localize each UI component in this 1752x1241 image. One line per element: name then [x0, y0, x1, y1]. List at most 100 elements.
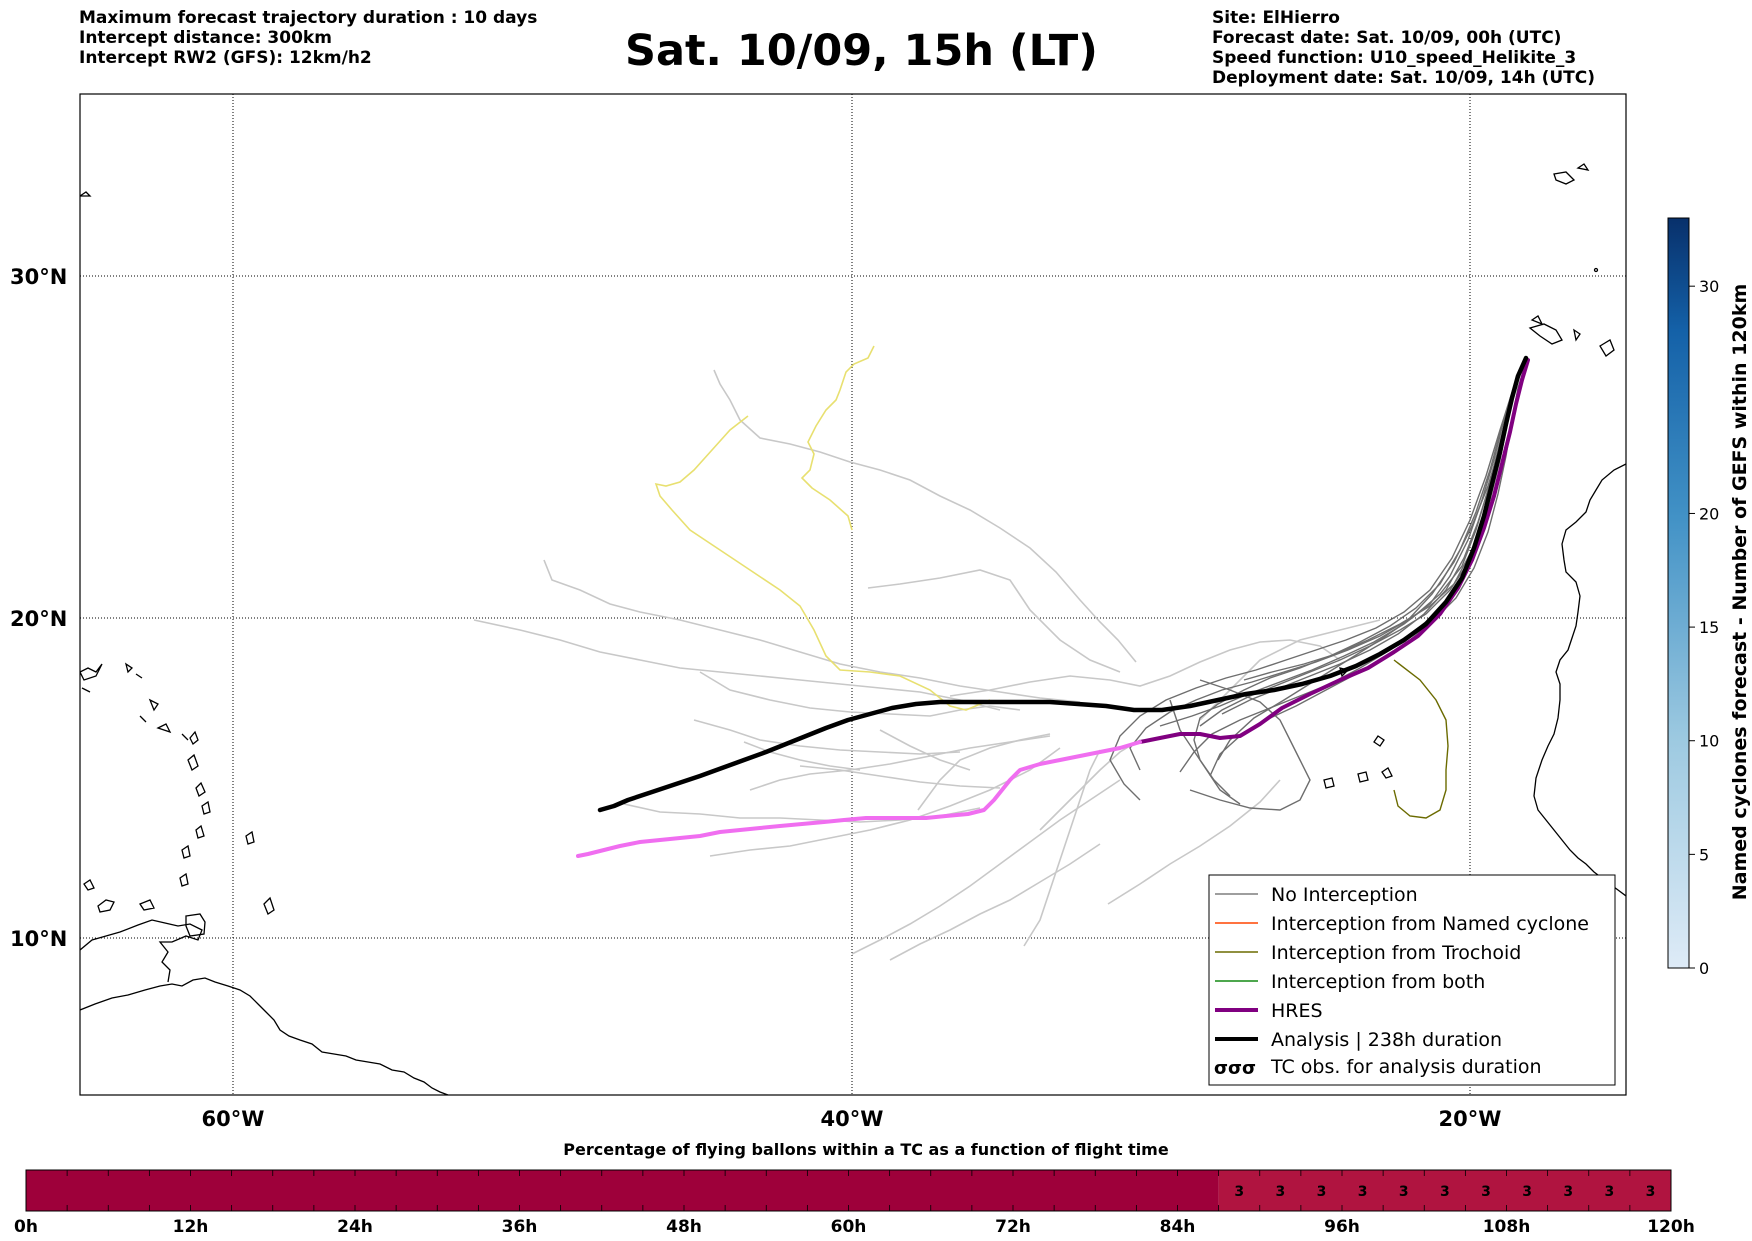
canary-islands	[1528, 315, 1615, 357]
analysis-thick-line	[86, 358, 1526, 834]
flight-bar-cell-label: 3	[1563, 1184, 1573, 1200]
flight-bar-frame	[25, 1169, 1672, 1212]
colorbar-tick-label-1: 5	[1699, 845, 1709, 864]
colorbar-tick-label-3: 15	[1699, 618, 1719, 637]
flight-time-bar: Percentage of flying ballons within a TC…	[14, 1140, 1695, 1237]
analysis-trajectory-shown	[86, 358, 1526, 834]
map-frame	[79, 93, 1627, 1096]
flight-bar-axis-label-3: 36h	[502, 1217, 538, 1237]
analysis-trajectory-black	[86, 358, 1526, 834]
hres-trajectory	[1138, 358, 1530, 744]
flight-bar-cell-label: 3	[1604, 1184, 1614, 1200]
cape-verde-islands	[1323, 667, 1393, 789]
analysis-displayed	[86, 358, 1526, 834]
analysis-main	[86, 358, 1526, 834]
antilles-islands	[83, 730, 275, 915]
analysis-trajectory-drawn	[86, 358, 1526, 834]
south-america-coast	[80, 977, 449, 1095]
legend-label-3: Interception from both	[1271, 971, 1485, 993]
flight-bar-cell-label: 3	[1275, 1184, 1285, 1200]
colorbar-tick-label-0: 0	[1699, 959, 1709, 978]
madeira-islands	[1553, 163, 1590, 185]
analysis-trajectory-tail	[90, 810, 600, 832]
flight-bar-cell-label: 3	[1522, 1184, 1532, 1200]
legend-label-4: HRES	[1271, 1000, 1323, 1022]
legend-label-0: No Interception	[1271, 884, 1418, 906]
flight-bar-axis-label-5: 60h	[831, 1217, 867, 1237]
flight-bar-title: Percentage of flying ballons within a TC…	[563, 1140, 1169, 1159]
colorbar-gradient	[1667, 217, 1690, 969]
flight-bar-cell-label: 3	[1481, 1184, 1491, 1200]
header-info-left: Maximum forecast trajectory duration : 1…	[79, 8, 537, 68]
colorbar: 0 5 10 15 20 30 Named cyclones forecast - Num…	[1667, 217, 1751, 978]
analysis-line	[80, 358, 1526, 830]
flight-bar-axis-label-9: 108h	[1483, 1217, 1531, 1237]
page-title: Sat. 10/09, 15h (LT)	[625, 26, 1098, 76]
legend: No Interception Interception from Named c…	[1208, 874, 1616, 1086]
header-info-right: Site: ElHierro Forecast date: Sat. 10/09…	[1212, 8, 1595, 88]
yellow-trajectories	[654, 345, 991, 711]
analysis	[86, 358, 1526, 834]
header-deployment-date: Deployment date: Sat. 10/09, 14h (UTC)	[1212, 68, 1596, 88]
colorbar-label: Named cyclones forecast - Number of GEFS…	[1729, 284, 1751, 901]
coastlines	[80, 163, 1626, 1095]
flight-bar-cell-label: 3	[1358, 1184, 1368, 1200]
flight-bar-cell-label: 3	[1234, 1184, 1244, 1200]
legend-label-1: Interception from Named cyclone	[1271, 913, 1589, 935]
trinidad-island	[185, 913, 206, 937]
legend-label-5: Analysis | 238h duration	[1271, 1029, 1502, 1051]
tc-obs-symbol: σσσ	[1214, 1058, 1256, 1079]
header-intercept-rw2: Intercept RW2 (GFS): 12km/h2	[79, 48, 372, 68]
flight-bar-cell-label: 3	[1646, 1184, 1656, 1200]
analysis-final	[86, 358, 1526, 834]
header-duration: Maximum forecast trajectory duration : 1…	[79, 8, 538, 28]
west-africa-coast	[1533, 463, 1626, 897]
header-forecast-date: Forecast date: Sat. 10/09, 00h (UTC)	[1212, 28, 1562, 48]
flight-bar-axis-label-1: 12h	[173, 1217, 209, 1237]
lon-label-40w: 40°W	[821, 1107, 884, 1131]
flight-bar-axis-label-7: 84h	[1160, 1217, 1196, 1237]
lat-label-30: 30°N	[10, 265, 67, 289]
lon-label-60w: 60°W	[202, 1107, 265, 1131]
flight-bar-axis-label-8: 96h	[1324, 1217, 1360, 1237]
analysis-trajectory-end	[90, 810, 600, 832]
flight-bar-cell-label: 3	[1317, 1184, 1327, 1200]
analysis-trajectory-final	[597, 355, 1529, 813]
tc-obs-label: TC obs. for analysis duration	[1270, 1056, 1542, 1078]
colorbar-tick-label-5: 30	[1699, 277, 1719, 296]
no-interception-trajectories	[1109, 359, 1527, 811]
flight-bar-axis-label-0: 0h	[14, 1217, 38, 1237]
venezuela-coast	[80, 919, 203, 983]
ensemble-trajectories	[473, 369, 1381, 961]
leeward-islands	[80, 191, 189, 741]
analysis-visible	[86, 358, 1526, 834]
selvagens-islet	[1593, 267, 1599, 273]
header-intercept-distance: Intercept distance: 300km	[79, 28, 332, 48]
lat-label-10: 10°N	[10, 927, 67, 951]
lon-label-20w: 20°W	[1439, 1107, 1502, 1131]
hres-pink-trajectory	[576, 740, 1142, 858]
analysis-stroke	[86, 358, 1526, 834]
legend-box	[1208, 874, 1616, 1086]
trochoid-trajectory	[1393, 659, 1449, 819]
flight-bar-axis-label-10: 120h	[1647, 1217, 1695, 1237]
analysis-real	[86, 358, 1526, 834]
flight-bar-highlight	[1218, 1170, 1671, 1211]
flight-bar-axis-label-4: 48h	[666, 1217, 702, 1237]
analysis-black	[86, 358, 1526, 834]
map: 30°N 20°N 10°N 60°W 40°W 20°W No Interce…	[10, 93, 1627, 1131]
colorbar-tick-label-2: 10	[1699, 732, 1719, 751]
analysis-trajectory-black-thick	[86, 358, 1526, 834]
header-site: Site: ElHierro	[1212, 8, 1340, 28]
analysis-trajectory-line	[86, 358, 1526, 834]
header-speed-function: Speed function: U10_speed_Helikite_3	[1212, 48, 1577, 68]
colorbar-tick-label-4: 20	[1699, 504, 1719, 523]
flight-bar-cell-label: 3	[1440, 1184, 1450, 1200]
legend-label-2: Interception from Trochoid	[1271, 942, 1521, 964]
lat-label-20: 20°N	[10, 607, 67, 631]
analysis-trajectory-visible	[86, 358, 1526, 834]
flight-bar-axis-label-6: 72h	[995, 1217, 1031, 1237]
flight-bar-cell-label: 3	[1399, 1184, 1409, 1200]
flight-bar-axis-label-2: 24h	[337, 1217, 373, 1237]
flight-bar-base	[26, 1170, 1219, 1211]
